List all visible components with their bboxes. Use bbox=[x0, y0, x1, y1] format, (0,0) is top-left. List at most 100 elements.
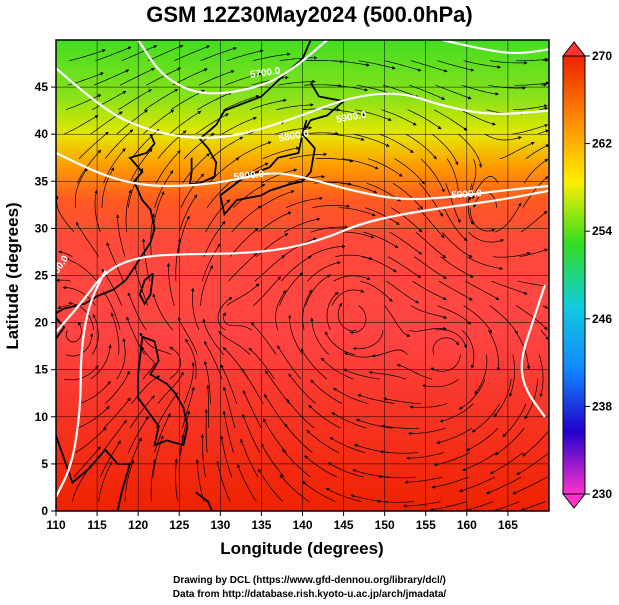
streamline bbox=[342, 368, 380, 380]
streamline bbox=[208, 157, 240, 184]
streamline bbox=[324, 331, 356, 355]
streamline bbox=[379, 133, 414, 154]
streamline bbox=[78, 131, 109, 159]
streamline bbox=[331, 412, 367, 429]
x-axis-ticks: 110 115 120 125 130 135 140 145 150 155 160 165 bbox=[46, 511, 518, 532]
streamline bbox=[223, 94, 260, 111]
streamline bbox=[276, 103, 314, 111]
streamline bbox=[200, 264, 214, 306]
streamline bbox=[65, 333, 94, 357]
streamline bbox=[103, 291, 121, 331]
streamline bbox=[493, 379, 512, 418]
streamline bbox=[433, 109, 468, 131]
contour-line-5800 bbox=[56, 67, 549, 139]
streamline bbox=[279, 474, 310, 502]
contour-label: 5800.0 bbox=[278, 128, 310, 144]
streamline bbox=[146, 67, 182, 86]
streamline bbox=[352, 330, 384, 351]
streamline bbox=[463, 60, 502, 69]
streamline bbox=[407, 109, 442, 130]
streamline bbox=[525, 144, 549, 159]
streamline bbox=[170, 89, 205, 110]
colorbar: 230 238 246 254 262 270 bbox=[561, 41, 612, 509]
contour-label: 5900.0 bbox=[233, 169, 265, 183]
x-tick-label: 130 bbox=[210, 518, 230, 532]
streamline bbox=[131, 375, 161, 404]
streamline bbox=[327, 133, 365, 141]
streamline bbox=[182, 386, 195, 429]
contour-line-5700 bbox=[441, 40, 549, 55]
streamline bbox=[242, 390, 262, 429]
streamline bbox=[98, 461, 113, 502]
x-tick-label: 115 bbox=[87, 518, 107, 532]
streamline bbox=[141, 238, 151, 282]
figure-title: GSM 12Z30May2024 (500.0hPa) bbox=[146, 2, 473, 27]
streamline bbox=[352, 469, 390, 478]
coastline-segment bbox=[188, 40, 312, 186]
streamline bbox=[154, 170, 174, 208]
streamline bbox=[65, 94, 102, 111]
streamline bbox=[125, 189, 132, 233]
streamline bbox=[119, 67, 155, 86]
streamline bbox=[368, 158, 403, 177]
streamline bbox=[206, 384, 210, 429]
y-tick-label: 20 bbox=[35, 316, 49, 330]
y-tick-label: 40 bbox=[35, 127, 49, 141]
streamline bbox=[328, 109, 367, 117]
streamline bbox=[512, 476, 548, 495]
x-tick-label: 110 bbox=[46, 518, 66, 532]
streamline bbox=[229, 228, 259, 257]
streamline bbox=[355, 109, 392, 121]
streamline bbox=[361, 256, 397, 273]
x-tick-label: 140 bbox=[292, 518, 312, 532]
contour-label: 5900.0 bbox=[335, 109, 367, 125]
coastline-segment bbox=[137, 335, 189, 447]
streamline bbox=[307, 261, 341, 282]
streamline bbox=[116, 338, 126, 380]
streamline bbox=[300, 131, 339, 136]
streamline bbox=[222, 410, 234, 453]
streamline bbox=[308, 244, 346, 258]
streamline bbox=[237, 464, 257, 502]
credit-dcl: Drawing by DCL (https://www.gfd-dennou.o… bbox=[173, 575, 446, 586]
streamline bbox=[489, 60, 528, 65]
credit-data-source: Data from http://database.rish.kyoto-u.a… bbox=[172, 589, 447, 600]
streamline bbox=[430, 354, 461, 372]
streamline bbox=[116, 109, 149, 135]
streamline bbox=[198, 70, 235, 86]
streamline bbox=[458, 133, 483, 168]
colorbar-tick-label: 230 bbox=[592, 487, 612, 501]
streamline bbox=[524, 158, 549, 184]
streamline bbox=[265, 370, 290, 404]
streamline bbox=[433, 452, 471, 467]
streamline bbox=[262, 418, 287, 453]
streamline bbox=[174, 458, 178, 502]
streamline bbox=[203, 220, 226, 257]
streamline bbox=[489, 305, 518, 335]
streamline bbox=[371, 349, 408, 358]
streamline bbox=[177, 317, 198, 355]
streamline bbox=[410, 305, 448, 319]
streamline bbox=[432, 337, 460, 355]
streamline bbox=[92, 90, 127, 111]
streamline bbox=[327, 462, 364, 478]
streamline bbox=[326, 291, 339, 331]
streamline bbox=[258, 468, 284, 502]
colorbar-tick-label: 262 bbox=[592, 137, 612, 151]
streamline bbox=[494, 202, 522, 233]
colorbar-tick-label: 238 bbox=[592, 399, 612, 413]
streamline bbox=[56, 195, 75, 233]
streamline bbox=[231, 205, 262, 233]
streamline bbox=[422, 378, 459, 388]
streamline bbox=[169, 110, 202, 135]
streamline bbox=[396, 363, 433, 380]
streamline bbox=[206, 178, 235, 208]
contour-line-5900 bbox=[56, 189, 549, 333]
streamline bbox=[409, 84, 446, 100]
streamline bbox=[75, 427, 107, 453]
streamline bbox=[405, 133, 437, 160]
y-tick-label: 35 bbox=[35, 174, 49, 188]
colorbar-top-arrow bbox=[561, 41, 587, 57]
streamline bbox=[101, 167, 115, 208]
